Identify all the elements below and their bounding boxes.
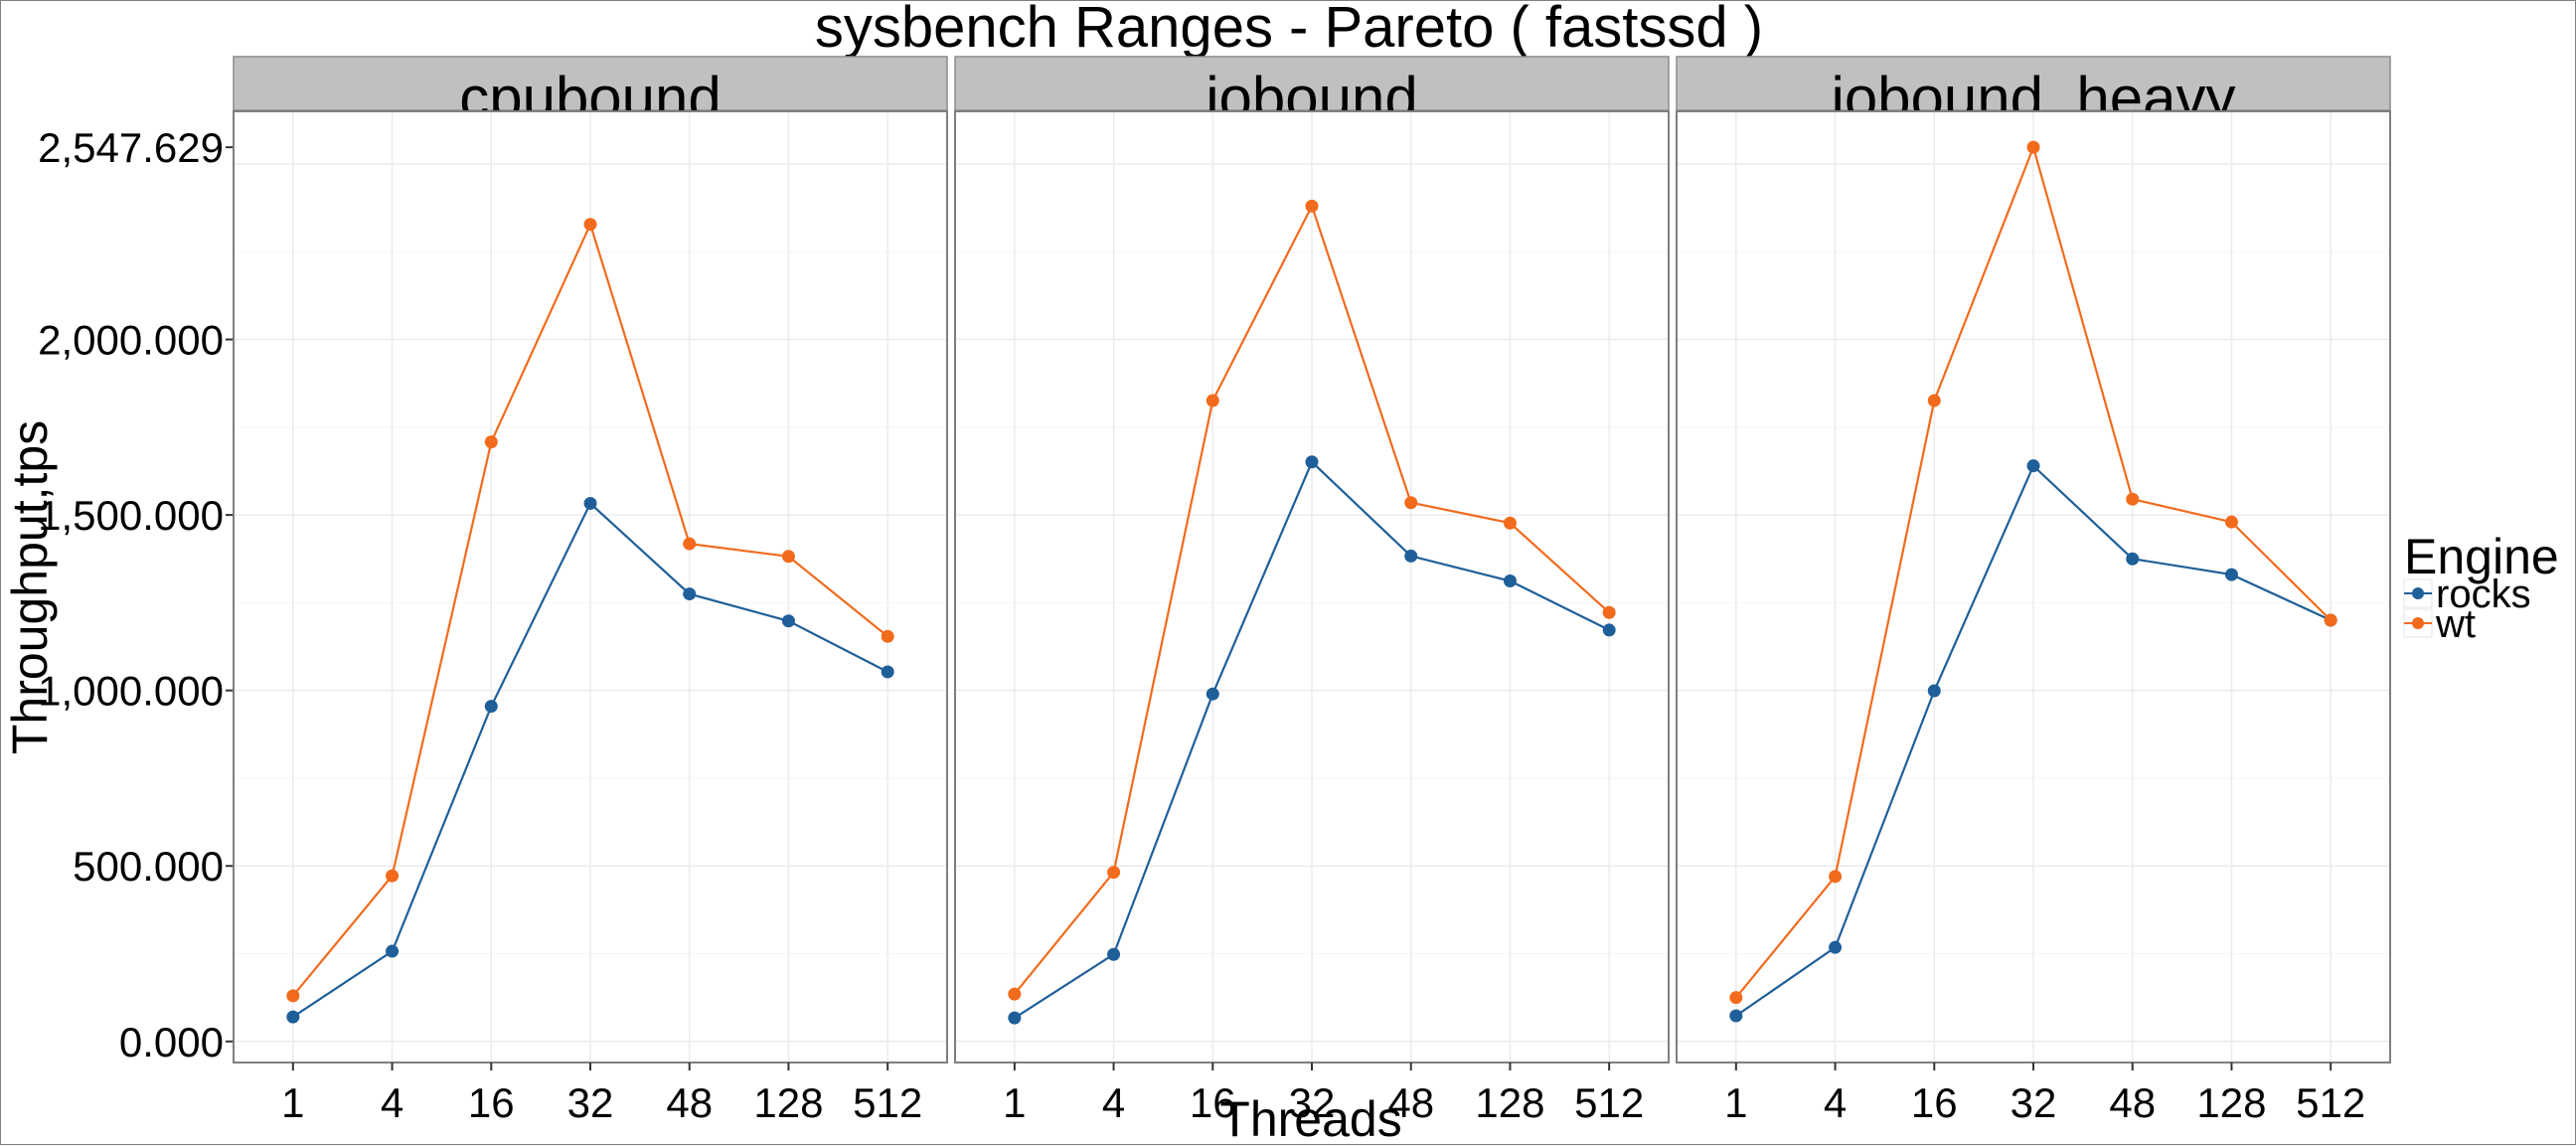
data-point-rocks <box>2026 459 2040 473</box>
x-tick-label: 128 <box>753 1079 823 1126</box>
data-point-wt <box>1305 199 1319 213</box>
data-point-rocks <box>1503 573 1517 587</box>
x-tick-label: 32 <box>1289 1079 1336 1126</box>
x-tick-label: 1 <box>281 1079 304 1126</box>
x-tick-label: 16 <box>1190 1079 1236 1126</box>
legend-key-point-wt <box>2412 617 2424 629</box>
x-tick-label: 16 <box>468 1079 515 1126</box>
panel-strip-label: iobound <box>1206 65 1418 131</box>
data-point-rocks <box>1829 940 1843 954</box>
data-point-wt <box>1829 870 1843 884</box>
data-point-wt <box>1206 394 1219 408</box>
x-tick-label: 1 <box>1003 1079 1026 1126</box>
legend-title: Engine <box>2404 529 2559 584</box>
x-tick-label: 32 <box>567 1079 614 1126</box>
data-point-rocks <box>1602 623 1616 637</box>
x-tick-label: 4 <box>1102 1079 1125 1126</box>
data-point-wt <box>683 537 697 551</box>
panel-strip <box>233 56 948 111</box>
x-tick-label: 512 <box>853 1079 922 1126</box>
data-point-rocks <box>881 665 894 679</box>
data-point-wt <box>2026 140 2040 154</box>
data-point-rocks <box>286 1010 300 1024</box>
y-tick-label: 0.000 <box>119 1019 224 1065</box>
y-axis-label: Throughput,tps <box>2 420 58 754</box>
panel-strip <box>954 56 1670 111</box>
data-point-rocks <box>2126 552 2140 566</box>
data-point-rocks <box>1305 455 1319 469</box>
chart-title: sysbench Ranges - Pareto ( fastssd ) <box>815 1 1763 60</box>
data-point-rocks <box>1729 1009 1743 1023</box>
x-tick-label: 1 <box>1724 1079 1747 1126</box>
data-point-rocks <box>1404 549 1418 563</box>
x-tick-label: 48 <box>666 1079 713 1126</box>
data-point-wt <box>1602 605 1616 619</box>
data-point-wt <box>1503 516 1517 530</box>
data-point-wt <box>881 629 894 643</box>
data-point-rocks <box>484 700 498 714</box>
data-point-wt <box>583 218 597 232</box>
data-point-rocks <box>1008 1011 1022 1025</box>
data-point-rocks <box>386 944 400 958</box>
y-tick-label: 2,547.629 <box>38 124 224 171</box>
x-tick-label: 128 <box>1475 1079 1544 1126</box>
x-tick-label: 32 <box>2011 1079 2057 1126</box>
x-tick-label: 48 <box>1387 1079 1434 1126</box>
panel-iobound-heavy: iobound_heavy 1 4 16 32 48 128 512 <box>1676 56 2391 1126</box>
panel-cpubound: cpubound 1 4 16 32 48 128 512 <box>233 56 948 1126</box>
x-tick-label: 48 <box>2109 1079 2156 1126</box>
data-point-rocks <box>1206 687 1219 701</box>
data-point-wt <box>1008 987 1022 1001</box>
data-point-rocks <box>1107 947 1121 961</box>
data-point-wt <box>1107 866 1121 880</box>
x-tick-label: 4 <box>381 1079 403 1126</box>
data-point-wt <box>2224 515 2238 529</box>
data-point-wt <box>484 435 498 449</box>
y-tick-label: 1,500.000 <box>38 492 224 539</box>
panel-strip-label: cpubound <box>459 65 722 131</box>
data-point-wt <box>781 550 795 564</box>
data-point-wt <box>1404 496 1418 510</box>
panel-strip <box>1676 56 2391 111</box>
plot-layer: 0.000 500.000 1,000.000 1,500.000 2,000.000 2… <box>38 56 2391 1126</box>
x-axis-label: Threads <box>1219 1091 1401 1146</box>
legend-key-point-rocks <box>2412 587 2424 599</box>
panel-strip-label: iobound_heavy <box>1831 65 2235 131</box>
x-tick-label: 512 <box>2296 1079 2365 1126</box>
data-point-rocks <box>781 614 795 628</box>
x-tick-label: 128 <box>2196 1079 2266 1126</box>
legend-label-rocks: rocks <box>2436 573 2531 616</box>
data-point-wt <box>286 989 300 1003</box>
data-point-wt <box>1729 991 1743 1005</box>
data-point-rocks <box>683 587 697 601</box>
data-point-rocks <box>1927 684 1941 698</box>
panel-iobound: iobound 1 4 16 32 48 128 512 <box>954 56 1670 1126</box>
x-tick-label: 16 <box>1911 1079 1958 1126</box>
y-tick-label: 1,000.000 <box>38 668 224 715</box>
data-point-rocks <box>2224 568 2238 581</box>
x-tick-label: 512 <box>1574 1079 1644 1126</box>
legend-label-wt: wt <box>2435 602 2476 646</box>
data-point-wt <box>1927 394 1941 408</box>
data-point-wt <box>2324 613 2337 627</box>
data-point-rocks <box>583 496 597 510</box>
y-tick-label: 500.000 <box>73 843 224 890</box>
data-point-wt <box>386 869 400 883</box>
y-tick-label: 2,000.000 <box>38 317 224 364</box>
data-point-wt <box>2126 492 2140 506</box>
x-tick-label: 4 <box>1824 1079 1847 1126</box>
